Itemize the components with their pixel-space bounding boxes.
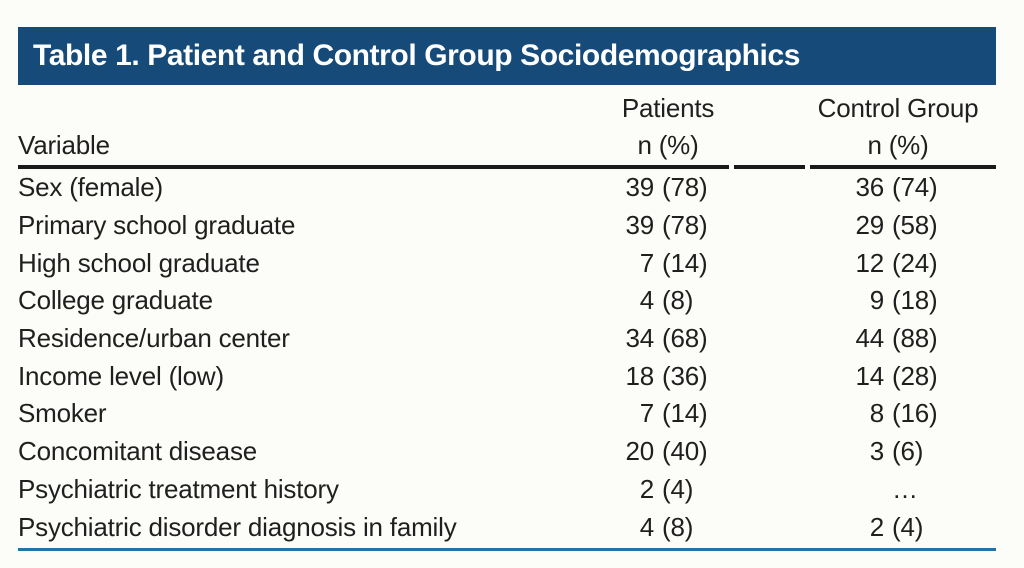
control-value: 8 (16) bbox=[808, 398, 988, 429]
patients-value-n: 7 bbox=[639, 398, 654, 429]
column-subheader-patients-n-pct: n (%) bbox=[637, 130, 699, 160]
control-value-pct: (88) bbox=[892, 323, 938, 354]
table-row: Primary school graduate 39 (78) 29 (58) bbox=[18, 207, 996, 245]
patients-value-pct: (78) bbox=[662, 172, 708, 203]
table-row: Residence/urban center 34 (68) 44 (88) bbox=[18, 320, 996, 358]
patients-value-n: 20 bbox=[625, 436, 654, 467]
control-value-n: 3 bbox=[869, 436, 884, 467]
column-header-row-2: Variable n (%) n (%) bbox=[18, 127, 996, 164]
row-variable-label: Residence/urban center bbox=[18, 323, 290, 354]
patients-value-n: 18 bbox=[625, 360, 654, 391]
patients-value: 20 (40) bbox=[578, 436, 758, 467]
patients-value-n: 2 bbox=[639, 473, 654, 504]
row-variable-label: Psychiatric treatment history bbox=[18, 473, 339, 504]
control-value: 12 (24) bbox=[808, 248, 988, 279]
header-rule-gap bbox=[729, 165, 734, 169]
control-value-n: 36 bbox=[855, 172, 884, 203]
patients-value-pct: (8) bbox=[662, 511, 694, 542]
row-variable-label: Smoker bbox=[18, 398, 107, 429]
column-header-control-group: Control Group bbox=[817, 93, 979, 123]
control-value: 14 (28) bbox=[808, 361, 988, 392]
patients-value: 7 (14) bbox=[578, 248, 758, 279]
control-value: 44 (88) bbox=[808, 323, 988, 354]
patients-value: 4 (8) bbox=[578, 285, 758, 316]
row-variable-label: Concomitant disease bbox=[18, 436, 257, 467]
control-value-pct: (28) bbox=[892, 360, 938, 391]
control-value-pct: (58) bbox=[892, 210, 938, 241]
column-header-variable: Variable bbox=[18, 130, 110, 160]
row-variable-label: College graduate bbox=[18, 285, 213, 316]
control-value-n: 29 bbox=[855, 210, 884, 241]
control-value-n: 2 bbox=[869, 511, 884, 542]
column-subheader-control-n-pct: n (%) bbox=[867, 130, 929, 160]
patients-value-n: 4 bbox=[639, 511, 654, 542]
control-value-n: 9 bbox=[869, 285, 884, 316]
header-rule-gap bbox=[805, 165, 810, 169]
control-value-n: 8 bbox=[869, 398, 884, 429]
patients-value: 34 (68) bbox=[578, 323, 758, 354]
control-value-pct: (24) bbox=[892, 247, 938, 278]
row-variable-label: Income level (low) bbox=[18, 360, 224, 391]
table-row: Psychiatric disorder diagnosis in family… bbox=[18, 508, 996, 546]
header-rule bbox=[18, 165, 996, 169]
table-title: Table 1. Patient and Control Group Socio… bbox=[33, 39, 801, 72]
patients-value-n: 4 bbox=[639, 285, 654, 316]
patients-value-n: 39 bbox=[625, 172, 654, 203]
patients-value-pct: (40) bbox=[662, 436, 708, 467]
table-title-bar: Table 1. Patient and Control Group Socio… bbox=[18, 27, 996, 85]
column-header-row-1: Patients Control Group bbox=[18, 90, 996, 127]
patients-value-pct: (14) bbox=[662, 398, 708, 429]
table-row: College graduate 4 (8) 9 (18) bbox=[18, 282, 996, 320]
row-variable-label: Sex (female) bbox=[18, 172, 163, 203]
table-row: Concomitant disease 20 (40) 3 (6) bbox=[18, 433, 996, 471]
table-row: Smoker 7 (14) 8 (16) bbox=[18, 395, 996, 433]
patients-value-pct: (8) bbox=[662, 285, 694, 316]
patients-value: 4 (8) bbox=[578, 512, 758, 543]
control-value: 29 (58) bbox=[808, 210, 988, 241]
row-variable-label: Primary school graduate bbox=[18, 210, 296, 241]
control-value: … bbox=[808, 474, 988, 505]
control-value-pct: … bbox=[892, 473, 918, 504]
table-row: High school graduate 7 (14) 12 (24) bbox=[18, 244, 996, 282]
patients-value: 39 (78) bbox=[578, 210, 758, 241]
patients-value-n: 34 bbox=[625, 323, 654, 354]
column-header-patients: Patients bbox=[621, 93, 715, 123]
bottom-rule bbox=[18, 548, 996, 551]
row-variable-label: High school graduate bbox=[18, 247, 260, 278]
table-body: Sex (female) 39 (78) 36 (74) Primary schoo… bbox=[18, 169, 996, 546]
control-value-pct: (4) bbox=[892, 511, 924, 542]
patients-value-n: 39 bbox=[625, 210, 654, 241]
control-value-pct: (6) bbox=[892, 436, 924, 467]
control-value: 9 (18) bbox=[808, 285, 988, 316]
patients-value-pct: (14) bbox=[662, 247, 708, 278]
patients-value: 39 (78) bbox=[578, 172, 758, 203]
control-value-pct: (74) bbox=[892, 172, 938, 203]
control-value-n: 44 bbox=[855, 323, 884, 354]
table-row: Psychiatric treatment history 2 (4) … bbox=[18, 471, 996, 509]
patients-value: 7 (14) bbox=[578, 398, 758, 429]
table-row: Sex (female) 39 (78) 36 (74) bbox=[18, 169, 996, 207]
control-value-n: 12 bbox=[855, 247, 884, 278]
control-value-n: 14 bbox=[855, 360, 884, 391]
row-variable-label: Psychiatric disorder diagnosis in family bbox=[18, 511, 457, 542]
control-value-pct: (16) bbox=[892, 398, 938, 429]
control-value: 3 (6) bbox=[808, 436, 988, 467]
patients-value-pct: (4) bbox=[662, 473, 694, 504]
control-value: 36 (74) bbox=[808, 172, 988, 203]
patients-value: 2 (4) bbox=[578, 474, 758, 505]
control-value: 2 (4) bbox=[808, 512, 988, 543]
patients-value-pct: (68) bbox=[662, 323, 708, 354]
table-row: Income level (low) 18 (36) 14 (28) bbox=[18, 357, 996, 395]
patients-value: 18 (36) bbox=[578, 361, 758, 392]
patients-value-n: 7 bbox=[639, 247, 654, 278]
patients-value-pct: (78) bbox=[662, 210, 708, 241]
patients-value-pct: (36) bbox=[662, 360, 708, 391]
control-value-pct: (18) bbox=[892, 285, 938, 316]
